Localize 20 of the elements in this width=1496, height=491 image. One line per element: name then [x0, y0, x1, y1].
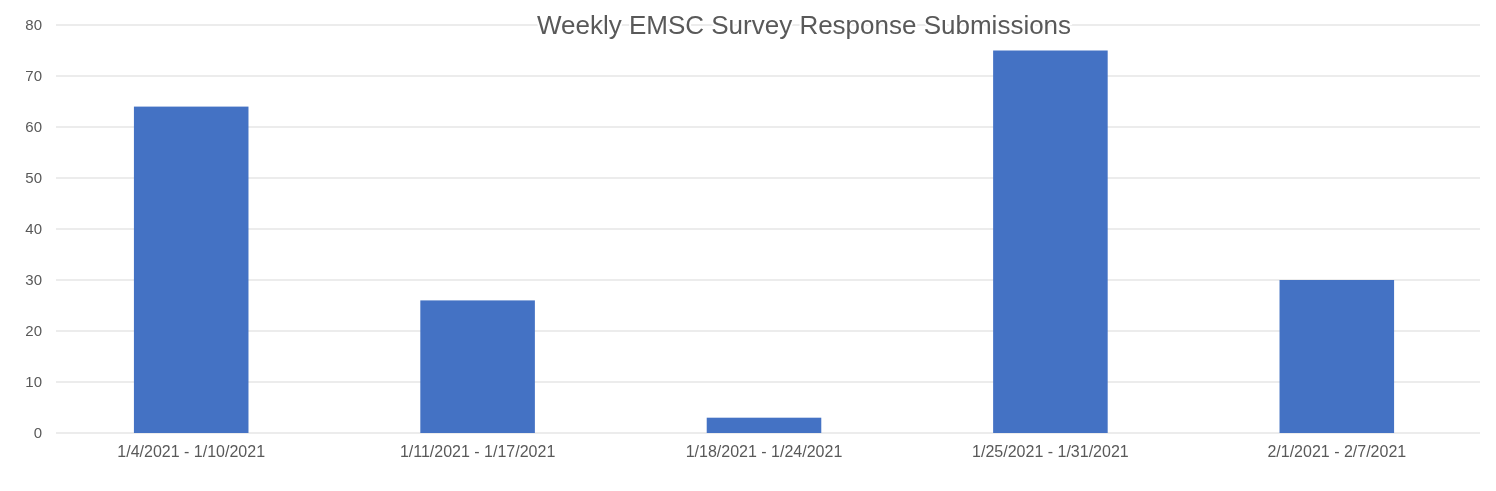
y-tick-label: 0 [33, 424, 42, 442]
y-tick-label: 20 [25, 322, 42, 340]
x-tick-label: 1/4/2021 - 1/10/2021 [117, 443, 266, 460]
x-tick-label: 1/25/2021 - 1/31/2021 [972, 443, 1129, 460]
x-tick-label: 1/11/2021 - 1/17/2021 [399, 443, 556, 460]
y-tick-label: 40 [25, 220, 42, 238]
y-tick-label: 10 [25, 373, 42, 391]
x-tick-label: 2/1/2021 - 2/7/2021 [1267, 443, 1407, 460]
bar [133, 106, 249, 433]
bar [1279, 280, 1395, 433]
y-tick-label: 70 [25, 67, 42, 85]
bar [706, 417, 822, 433]
bar [420, 300, 535, 433]
y-tick-label: 30 [25, 271, 42, 289]
y-tick-label: 60 [25, 118, 42, 136]
y-tick-label: 50 [25, 169, 42, 187]
y-tick-label: 80 [25, 16, 42, 34]
x-tick-label: 1/18/2021 - 1/24/2021 [685, 443, 843, 460]
bar [993, 50, 1108, 433]
chart-title: Weekly EMSC Survey Response Submissions [536, 10, 1072, 40]
